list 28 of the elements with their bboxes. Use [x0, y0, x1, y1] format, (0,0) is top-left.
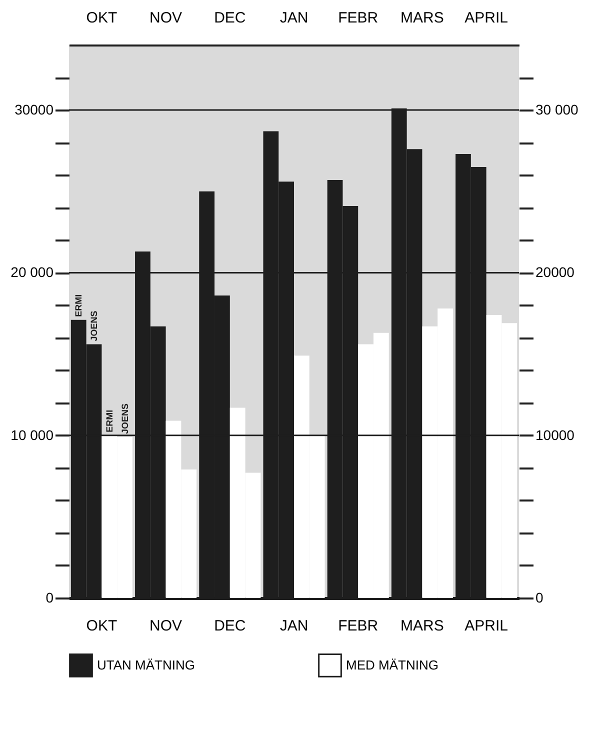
category-label: NOV: [150, 618, 182, 634]
category-label: JAN: [280, 618, 308, 634]
x-tick-label: APRIL: [464, 10, 508, 26]
category-label: OKT: [86, 618, 118, 634]
x-tick-label: FEBR: [338, 10, 378, 26]
y2-tick-label: 20000: [536, 264, 575, 280]
annotation: JOENS: [120, 403, 130, 434]
y2-tick-label: 10000: [536, 426, 575, 443]
x-tick-label: DEC: [214, 10, 246, 26]
annotation: JOENS: [89, 310, 99, 342]
y2-tick-label: 30 000: [536, 102, 579, 118]
category-label: DEC: [214, 618, 246, 634]
x-tick-label: OKT: [86, 10, 118, 26]
legend-label: MED MÄTNING: [346, 657, 438, 672]
category-label: APRIL: [464, 618, 508, 634]
y-tick-label: 10 000: [10, 426, 54, 443]
y-tick-label: 20 000: [10, 264, 54, 280]
category-label: FEBR: [338, 618, 378, 634]
y-tick-label: 30000: [14, 102, 54, 118]
x-tick-label: JAN: [280, 10, 308, 26]
annotation: ERMI: [74, 294, 84, 317]
x-tick-label: NOV: [150, 10, 182, 26]
y-tick-label: 0: [46, 590, 54, 606]
category-label: MARS: [400, 618, 444, 634]
annotation: ERMI: [104, 410, 114, 432]
legend-label: UTAN MÄTNING: [97, 657, 195, 672]
x-tick-label: MARS: [400, 10, 444, 26]
y2-tick-label: 0: [536, 590, 544, 606]
